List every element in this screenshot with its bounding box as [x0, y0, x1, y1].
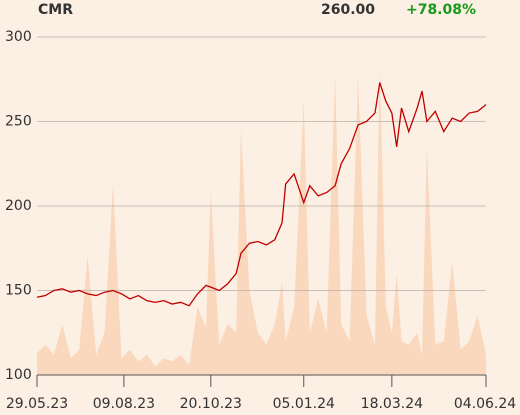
y-tick-label: 150 [5, 283, 32, 299]
ticker: CMR [38, 2, 73, 18]
change: +78.08% [406, 2, 476, 18]
y-tick-label: 100 [5, 367, 32, 383]
x-tick-label: 09.08.23 [93, 396, 155, 412]
y-tick-label: 200 [5, 198, 32, 214]
y-tick-label: 300 [5, 29, 32, 45]
price: 260.00 [321, 2, 375, 18]
y-tick-label: 250 [5, 114, 32, 130]
x-tick-label: 04.06.24 [454, 396, 516, 412]
x-tick-label: 20.10.23 [180, 396, 242, 412]
x-tick-label: 05.01.24 [273, 396, 335, 412]
x-tick-label: 18.03.24 [361, 396, 423, 412]
x-tick-label: 29.05.23 [6, 396, 68, 412]
price-line [36, 82, 487, 307]
volume-area [37, 65, 486, 375]
